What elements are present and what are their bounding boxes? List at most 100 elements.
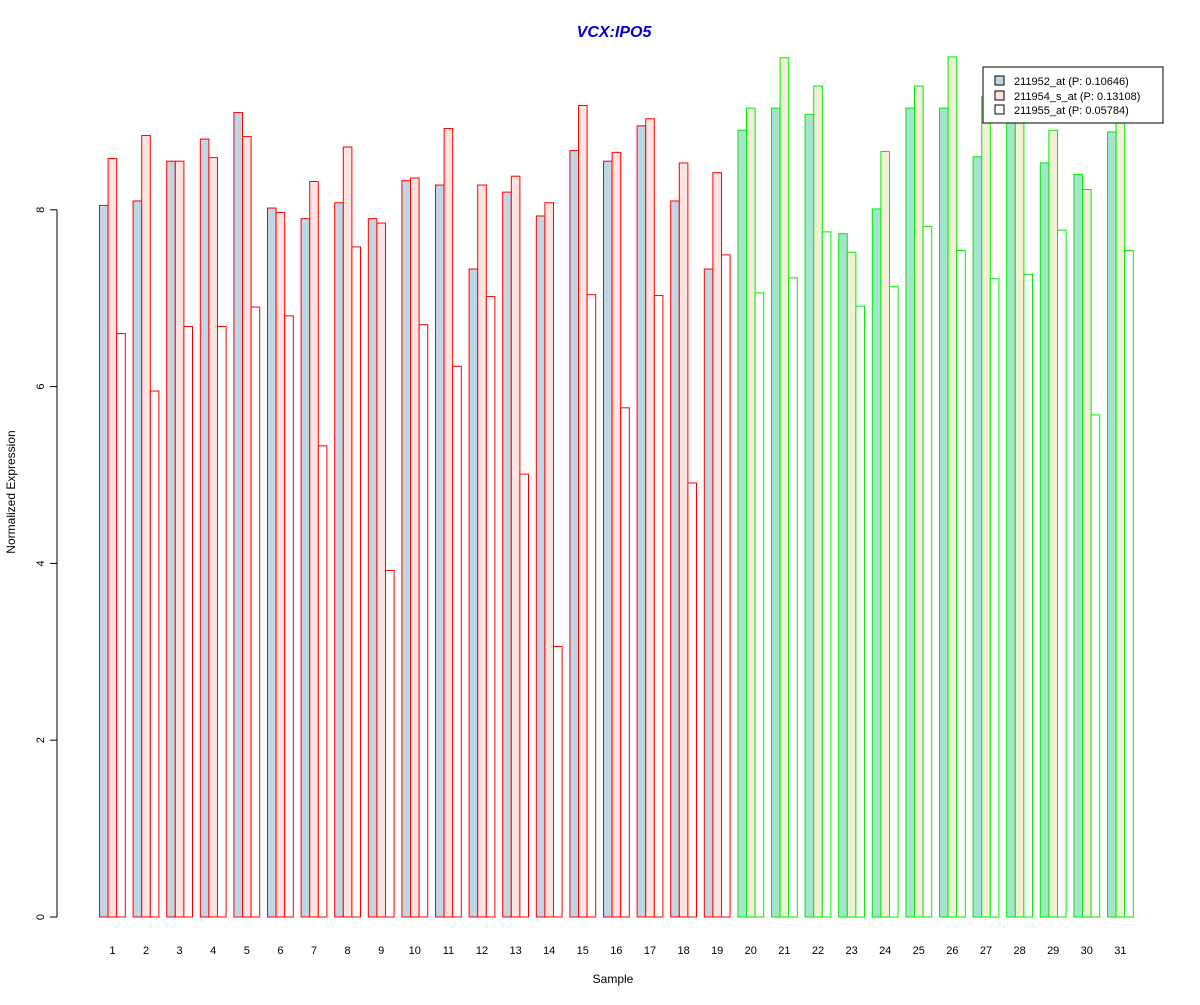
bar-sample-24-series-2 <box>880 150 891 918</box>
bar-sample-29-series-3 <box>1057 229 1067 918</box>
bar-sample-12-series-1 <box>468 268 479 918</box>
bar-sample-18-series-3 <box>687 482 698 918</box>
bar-sample-22-series-2 <box>813 85 823 918</box>
bar-sample-1-series-1 <box>99 204 109 918</box>
bar-sample-24-series-1 <box>871 208 882 918</box>
bar-sample-21-series-3 <box>788 277 798 918</box>
legend-swatch-211954 <box>994 90 1005 101</box>
x-tick-label: 26 <box>946 945 958 957</box>
bar-sample-6-series-2 <box>275 211 286 918</box>
y-tick-label: 0 <box>35 914 47 920</box>
bar-sample-23-series-3 <box>855 305 866 918</box>
x-tick-label: 24 <box>879 945 891 957</box>
bar-sample-4-series-2 <box>208 157 218 918</box>
x-tick-label: 27 <box>980 945 992 957</box>
bar-sample-27-series-3 <box>989 278 1000 918</box>
x-tick-label: 30 <box>1081 945 1093 957</box>
bar-sample-15-series-3 <box>586 294 597 918</box>
x-tick-label: 7 <box>311 945 317 957</box>
bar-sample-31-series-3 <box>1124 249 1134 918</box>
bar-sample-4-series-1 <box>199 138 210 918</box>
bar-sample-26-series-2 <box>947 56 958 918</box>
bar-sample-16-series-2 <box>611 151 622 918</box>
x-tick-label: 18 <box>677 945 689 957</box>
bar-sample-19-series-3 <box>721 254 731 918</box>
bar-sample-11-series-3 <box>452 365 462 918</box>
bar-sample-9-series-3 <box>385 569 395 918</box>
bar-sample-13-series-1 <box>502 191 512 918</box>
bar-sample-8-series-1 <box>334 202 344 918</box>
bar-sample-25-series-3 <box>922 226 933 918</box>
x-tick-label: 31 <box>1114 945 1126 957</box>
legend: 211952_at (P: 0.10646) 211954_s_at (P: 0… <box>982 66 1164 124</box>
bar-sample-26-series-3 <box>956 249 966 918</box>
x-tick-label: 1 <box>109 945 115 957</box>
x-tick-label: 8 <box>345 945 351 957</box>
bar-sample-7-series-2 <box>309 181 319 918</box>
bar-sample-16-series-1 <box>603 160 613 918</box>
bar-sample-23-series-1 <box>838 233 848 918</box>
bar-sample-22-series-1 <box>804 113 815 918</box>
bar-sample-19-series-2 <box>712 172 723 918</box>
bar-sample-18-series-1 <box>670 200 680 918</box>
legend-label-211955: 211955_at (P: 0.05784) <box>1014 105 1129 117</box>
x-axis-label: Sample <box>593 972 634 986</box>
bar-sample-20-series-3 <box>754 292 765 918</box>
bar-sample-11-series-2 <box>443 127 454 918</box>
x-tick-label: 22 <box>812 945 824 957</box>
bar-sample-28-series-2 <box>1014 85 1025 918</box>
bar-sample-14-series-1 <box>535 215 546 918</box>
bar-sample-13-series-2 <box>510 175 521 918</box>
bar-sample-1-series-3 <box>116 333 126 918</box>
bar-sample-21-series-2 <box>779 57 790 918</box>
bar-sample-5-series-2 <box>242 135 252 918</box>
x-tick-label: 20 <box>745 945 757 957</box>
x-tick-label: 12 <box>476 945 488 957</box>
chart-title: VCX:IPO5 <box>577 24 653 41</box>
bar-sample-30-series-2 <box>1082 188 1092 918</box>
bar-sample-1-series-2 <box>107 158 118 918</box>
bar-sample-30-series-1 <box>1073 173 1084 918</box>
bar-sample-10-series-1 <box>401 180 411 918</box>
bar-sample-14-series-2 <box>544 202 555 918</box>
bar-sample-10-series-2 <box>410 177 420 918</box>
bar-sample-15-series-2 <box>578 104 588 918</box>
bar-sample-31-series-1 <box>1107 131 1117 918</box>
y-tick-label: 6 <box>35 384 47 390</box>
bar-sample-23-series-2 <box>846 251 857 918</box>
legend-label-211954: 211954_s_at (P: 0.13108) <box>1014 91 1140 103</box>
bar-sample-20-series-2 <box>746 107 756 918</box>
bar-sample-25-series-2 <box>914 85 924 918</box>
x-tick-label: 23 <box>845 945 857 957</box>
bar-sample-31-series-2 <box>1115 67 1126 918</box>
bar-sample-2-series-1 <box>132 200 143 918</box>
bar-sample-5-series-3 <box>250 306 261 918</box>
bar-sample-24-series-3 <box>889 286 899 918</box>
bars-group <box>99 56 1134 918</box>
x-tick-label: 15 <box>577 945 589 957</box>
bar-sample-29-series-1 <box>1039 162 1050 918</box>
bar-sample-6-series-1 <box>267 207 277 918</box>
bar-sample-9-series-1 <box>367 218 378 918</box>
x-tick-label: 21 <box>778 945 790 957</box>
x-tick-label: 25 <box>913 945 925 957</box>
x-tick-label: 16 <box>610 945 622 957</box>
bar-sample-21-series-1 <box>771 107 781 918</box>
x-tick-label: 28 <box>1013 945 1025 957</box>
bar-sample-19-series-1 <box>703 268 714 918</box>
bar-sample-17-series-1 <box>636 125 647 918</box>
x-tick-label: 2 <box>143 945 149 957</box>
bar-sample-17-series-2 <box>645 118 655 918</box>
bar-sample-3-series-2 <box>174 160 185 918</box>
x-tick-label: 9 <box>378 945 384 957</box>
bar-sample-16-series-3 <box>620 407 630 918</box>
x-tick-label: 14 <box>543 945 555 957</box>
y-tick-label: 8 <box>35 207 47 213</box>
bar-sample-27-series-2 <box>981 96 991 918</box>
x-tick-label: 11 <box>443 945 454 957</box>
bar-sample-4-series-3 <box>217 325 227 918</box>
bar-sample-18-series-2 <box>678 162 689 918</box>
x-tick-labels: 1 2 3 4 5 6 7 8 9 10 11 12 13 14 15 16 17 18 19 20 21 22 23 24 2… <box>109 945 1126 957</box>
bar-sample-10-series-3 <box>418 324 429 918</box>
